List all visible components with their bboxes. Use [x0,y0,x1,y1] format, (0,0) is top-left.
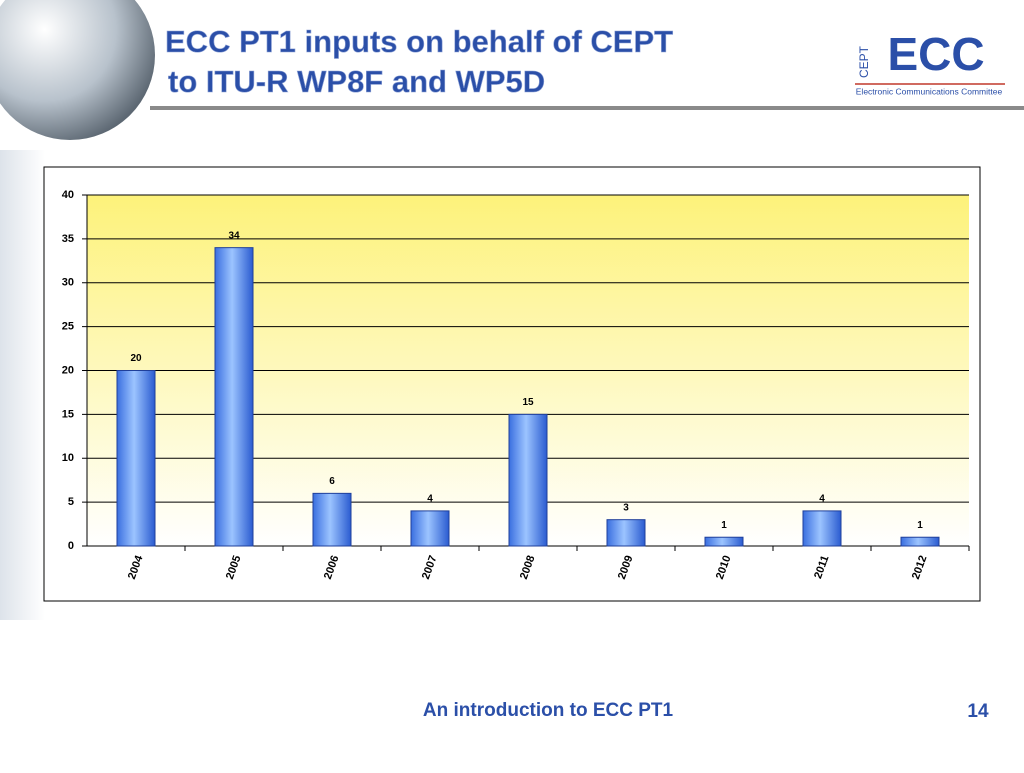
y-tick-label: 35 [62,233,74,245]
bar [214,247,254,547]
bar [900,536,940,547]
logo-cept: CEPT [857,45,871,78]
y-tick-label: 0 [68,540,74,552]
value-label: 4 [427,494,433,505]
bar [410,510,450,547]
bar [116,370,156,547]
logo-ecc: ECC [887,28,984,80]
value-label: 1 [917,520,923,531]
value-label: 1 [721,520,727,531]
bar [802,510,842,547]
footer-text: An introduction to ECC PT1 [423,700,674,721]
y-tick-label: 40 [62,189,74,201]
side-pattern [0,150,45,620]
slide-title: to ITU-R WP8F and WP5D [168,64,545,99]
bar [606,519,646,547]
page-number: 14 [967,701,989,722]
y-tick-label: 30 [62,277,74,289]
logo-caption: Electronic Communications Committee [856,86,1003,96]
value-label: 3 [623,502,629,513]
bar [508,413,548,547]
value-label: 15 [522,397,534,408]
chart: 0510152025303540200420200534200662007420… [62,189,970,581]
y-tick-label: 20 [62,364,74,376]
slide-title: ECC PT1 inputs on behalf of CEPT [165,24,673,59]
y-tick-label: 5 [68,496,74,508]
bar [704,536,744,547]
y-tick-label: 25 [62,321,74,333]
y-tick-label: 10 [62,452,74,464]
globe-image [0,0,155,140]
y-tick-label: 15 [62,408,74,420]
value-label: 6 [329,476,335,487]
value-label: 4 [819,494,825,505]
value-label: 20 [130,353,142,364]
value-label: 34 [228,230,240,241]
bar [312,492,352,547]
